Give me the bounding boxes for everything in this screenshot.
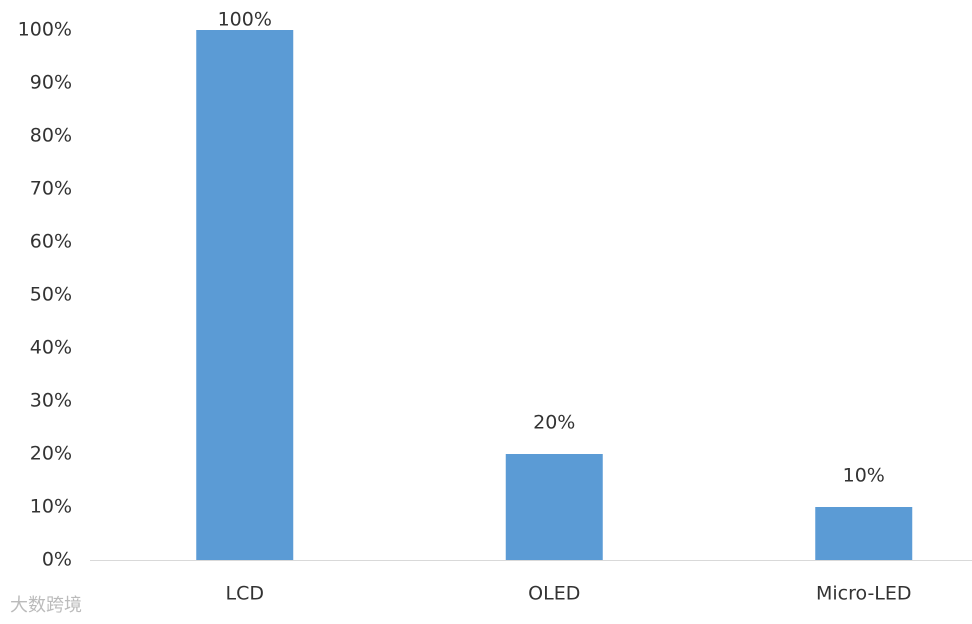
y-tick-label: 100% bbox=[18, 19, 72, 41]
y-tick-label: 80% bbox=[30, 125, 72, 147]
y-tick-label: 0% bbox=[42, 549, 72, 571]
y-tick-label: 30% bbox=[30, 390, 72, 412]
y-tick-label: 70% bbox=[30, 178, 72, 200]
y-tick-label: 20% bbox=[30, 443, 72, 465]
x-tick-label: OLED bbox=[528, 583, 580, 605]
bar bbox=[815, 507, 913, 560]
x-tick-label: Micro-LED bbox=[816, 583, 912, 605]
value-label: 20% bbox=[533, 412, 575, 434]
y-tick-label: 50% bbox=[30, 284, 72, 306]
value-label: 100% bbox=[218, 9, 272, 31]
y-tick-label: 60% bbox=[30, 231, 72, 253]
y-tick-label: 10% bbox=[30, 496, 72, 518]
watermark: 大数跨境 bbox=[10, 595, 82, 616]
bar bbox=[505, 454, 603, 560]
x-tick-label: LCD bbox=[226, 583, 264, 605]
y-tick-label: 90% bbox=[30, 72, 72, 94]
value-label: 10% bbox=[843, 465, 885, 487]
bar bbox=[196, 30, 294, 560]
y-tick-label: 40% bbox=[30, 337, 72, 359]
